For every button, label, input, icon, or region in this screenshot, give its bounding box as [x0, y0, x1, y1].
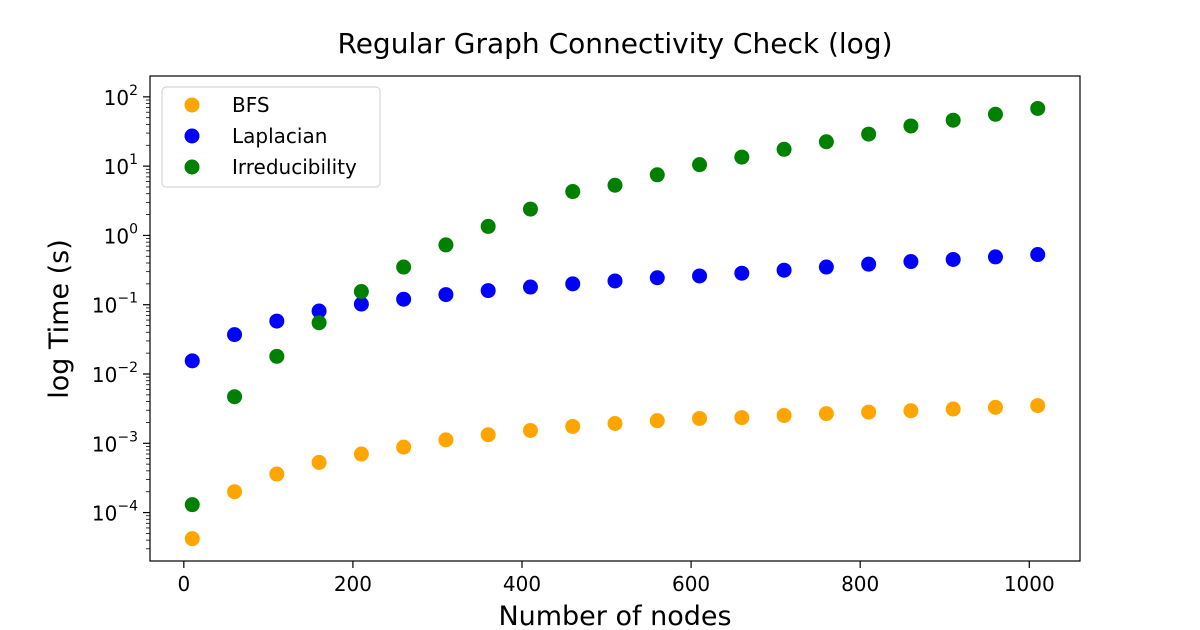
- legend-marker: [184, 128, 200, 144]
- data-point: [311, 454, 327, 470]
- data-point: [987, 106, 1003, 122]
- x-tick-label: 600: [672, 572, 710, 596]
- data-point: [945, 401, 961, 417]
- data-point: [649, 413, 665, 429]
- data-point: [565, 418, 581, 434]
- y-tick-label: 10−3: [92, 429, 138, 456]
- data-point: [396, 439, 412, 455]
- data-point: [1030, 247, 1046, 263]
- data-point: [818, 259, 834, 275]
- data-point: [776, 407, 792, 423]
- data-point: [818, 134, 834, 150]
- data-point: [945, 251, 961, 267]
- data-point: [734, 265, 750, 281]
- series-bfs: [184, 398, 1046, 547]
- data-point: [396, 259, 412, 275]
- data-point: [184, 497, 200, 513]
- data-point: [480, 427, 496, 443]
- data-point: [945, 112, 961, 128]
- legend-label: BFS: [232, 93, 270, 117]
- data-point: [311, 303, 327, 319]
- y-tick-label: 100: [104, 221, 138, 248]
- y-axis-title: log Time (s): [44, 239, 75, 399]
- x-tick-label: 1000: [1004, 572, 1055, 596]
- x-tick-label: 800: [841, 572, 879, 596]
- data-point: [184, 353, 200, 369]
- data-point: [649, 167, 665, 183]
- data-point: [987, 249, 1003, 265]
- data-point: [311, 315, 327, 331]
- data-point: [565, 184, 581, 200]
- legend-label: Laplacian: [232, 124, 327, 148]
- data-point: [480, 283, 496, 299]
- series-laplacian: [184, 247, 1046, 369]
- data-point: [227, 484, 243, 500]
- legend-marker: [184, 159, 200, 175]
- chart-title: Regular Graph Connectivity Check (log): [338, 27, 893, 60]
- data-point: [818, 406, 834, 422]
- y-tick-label: 10−4: [92, 499, 138, 526]
- data-point: [987, 399, 1003, 415]
- data-point: [396, 291, 412, 307]
- data-point: [269, 348, 285, 364]
- data-point: [692, 410, 708, 426]
- data-point: [353, 446, 369, 462]
- data-point: [861, 404, 877, 420]
- data-point: [861, 256, 877, 272]
- data-point: [692, 157, 708, 173]
- legend-label: Irreducibility: [232, 155, 357, 179]
- data-point: [861, 126, 877, 142]
- data-point: [438, 287, 454, 303]
- data-point: [692, 268, 708, 284]
- data-point: [522, 279, 538, 295]
- data-point: [1030, 100, 1046, 116]
- axes: 0 200 400 600 800 1000 10−4 10−3 10−2 10−1 100 101 1…: [92, 75, 1081, 596]
- y-tick-label: 10−1: [92, 291, 138, 318]
- legend-marker: [184, 97, 200, 113]
- x-tick-label: 0: [177, 572, 190, 596]
- x-tick-label: 200: [334, 572, 372, 596]
- plot-frame: [149, 75, 1081, 562]
- data-point: [649, 270, 665, 286]
- data-point: [607, 273, 623, 289]
- legend-box: [161, 86, 381, 188]
- data-point: [522, 201, 538, 217]
- data-point: [903, 118, 919, 134]
- x-tick-label: 400: [503, 572, 541, 596]
- y-tick-label: 101: [104, 152, 138, 179]
- data-point: [353, 296, 369, 312]
- x-axis-title: Number of nodes: [498, 601, 731, 630]
- data-point: [1030, 398, 1046, 414]
- legend: BFS Laplacian Irreducibility: [161, 86, 381, 188]
- data-point: [269, 466, 285, 482]
- data-point: [565, 276, 581, 292]
- data-point: [438, 237, 454, 253]
- plot-area: [184, 100, 1046, 547]
- data-point: [734, 410, 750, 426]
- data-point: [903, 254, 919, 270]
- data-point: [903, 403, 919, 419]
- data-point: [227, 327, 243, 343]
- y-tick-label: 10−2: [92, 360, 138, 387]
- data-point: [438, 432, 454, 448]
- data-point: [480, 218, 496, 234]
- data-point: [607, 416, 623, 432]
- data-point: [522, 422, 538, 438]
- data-point: [607, 177, 623, 193]
- data-point: [776, 141, 792, 157]
- data-point: [776, 262, 792, 278]
- data-point: [184, 531, 200, 547]
- data-point: [269, 313, 285, 329]
- series-irreducibility: [184, 100, 1046, 513]
- data-point: [353, 284, 369, 300]
- y-tick-label: 102: [104, 83, 138, 110]
- data-point: [734, 149, 750, 165]
- data-point: [227, 389, 243, 405]
